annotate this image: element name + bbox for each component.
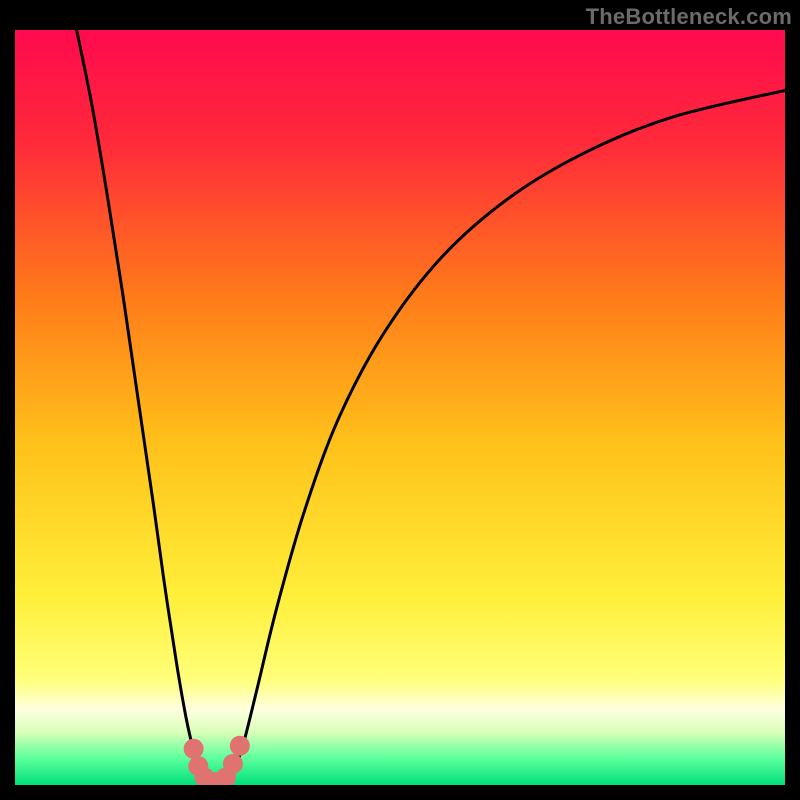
- chart-frame: TheBottleneck.com: [0, 0, 800, 800]
- marker-point: [223, 754, 243, 774]
- plot-area: [15, 30, 785, 785]
- watermark-text: TheBottleneck.com: [586, 4, 792, 30]
- bottleneck-chart: [15, 30, 785, 785]
- marker-point: [184, 739, 204, 759]
- marker-point: [230, 736, 250, 756]
- gradient-background: [15, 30, 785, 785]
